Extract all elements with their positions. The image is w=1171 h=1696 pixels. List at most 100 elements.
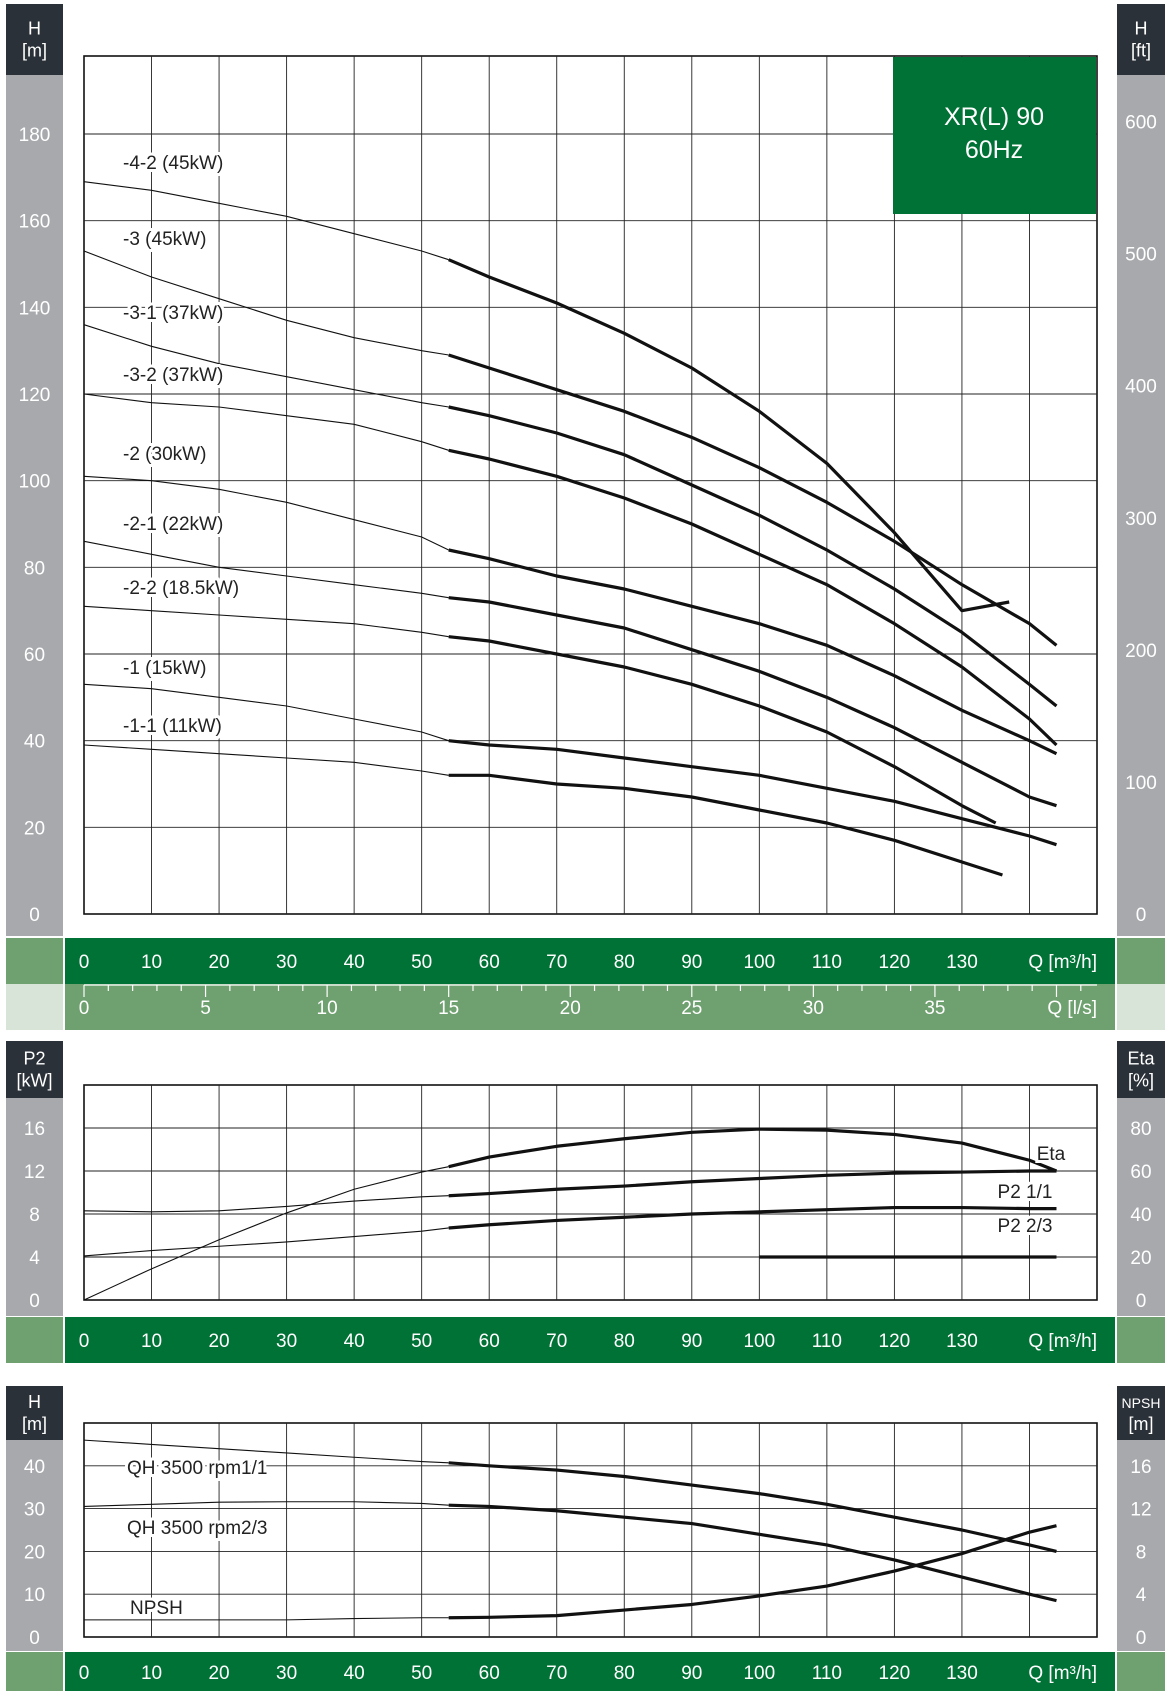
series-label: -4-2 (45kW)	[123, 153, 223, 174]
curve-npsh	[448, 1524, 1057, 1620]
y-right-tick-label: 60	[1130, 1162, 1151, 1183]
x-tick-label: 60	[479, 1663, 500, 1684]
x2-axis-label: Q [l/s]	[1047, 998, 1097, 1019]
x-axis-corner	[6, 1317, 63, 1363]
y-tick-label: 40	[24, 1457, 45, 1478]
series-label: QH 3500 rpm2/3	[127, 1518, 267, 1539]
series-label: P2 2/3	[998, 1216, 1053, 1237]
y-right-tick-label: 8	[1136, 1542, 1147, 1563]
left-axis-band	[6, 1437, 63, 1651]
series-label: P2 1/1	[998, 1182, 1053, 1203]
right-axis-band	[1117, 1096, 1165, 1316]
left-axis-unit: [m]	[22, 1414, 47, 1434]
series-label: QH 3500 rpm1/1	[127, 1458, 267, 1479]
power-plot-area	[83, 1084, 1098, 1301]
x-tick-label: 20	[208, 952, 229, 973]
right-axis-title: Eta	[1127, 1049, 1155, 1069]
series-label: -3 (45kW)	[123, 229, 206, 250]
x-tick-label: 10	[141, 1663, 162, 1684]
curve-2-2-18-5kw-thin	[83, 605, 449, 638]
x-tick-label: 40	[344, 1331, 365, 1352]
y-right-tick-label: 300	[1125, 509, 1157, 530]
curve-2-1-22kw	[448, 596, 1057, 808]
x-tick-label: 70	[546, 1663, 567, 1684]
x2-tick-label: 35	[924, 998, 945, 1019]
x-tick-label: 30	[276, 1331, 297, 1352]
x-tick-label: 70	[546, 1331, 567, 1352]
y-right-tick-label: 200	[1125, 641, 1157, 662]
y-tick-label: 8	[29, 1205, 40, 1226]
x-tick-label: 60	[479, 1331, 500, 1352]
y-right-tick-label: 600	[1125, 113, 1157, 134]
series-label: -2-1 (22kW)	[123, 514, 223, 535]
curve-3-45kw	[448, 353, 1058, 647]
left-axis-band	[6, 1096, 63, 1316]
curve-p2-2-3	[448, 1205, 1057, 1230]
x-tick-label: 0	[79, 1663, 90, 1684]
x-tick-label: 80	[614, 1663, 635, 1684]
x-tick-label: 10	[141, 952, 162, 973]
right-axis-header	[1117, 1386, 1165, 1440]
x-tick-label: 110	[812, 1331, 842, 1352]
curve-4-2-45kw-thin	[83, 181, 449, 261]
y-tick-label: 60	[24, 645, 45, 666]
chart-subtitle: 60Hz	[965, 136, 1023, 164]
x-tick-label: 40	[344, 952, 365, 973]
x-axis-label: Q [m³/h]	[1028, 952, 1097, 973]
curve-2-1-22kw-thin	[83, 540, 449, 599]
series-label: -2 (30kW)	[123, 444, 206, 465]
x-tick-label: 90	[681, 1331, 702, 1352]
y-tick-label: 12	[24, 1162, 45, 1183]
x-tick-label: 90	[681, 952, 702, 973]
x-tick-label: 0	[79, 952, 90, 973]
x-tick-label: 50	[411, 1663, 432, 1684]
y-tick-label: 80	[24, 558, 45, 579]
y-tick-label: 160	[19, 212, 51, 233]
x-tick-label: 130	[946, 1663, 978, 1684]
y-right-tick-label: 12	[1130, 1500, 1151, 1521]
series-label: -3-2 (37kW)	[123, 365, 223, 386]
right-axis-band	[1117, 1437, 1165, 1651]
title-box	[893, 57, 1096, 214]
right-axis-header	[1117, 1041, 1165, 1098]
x2-tick-label: 20	[560, 998, 581, 1019]
curve-eta	[448, 1127, 1058, 1173]
y-tick-label: 100	[19, 472, 51, 493]
x-tick-label: 80	[614, 1331, 635, 1352]
y-tick-label: 20	[24, 1542, 45, 1563]
curve-1-1-11kw-thin	[83, 744, 449, 776]
y-tick-label: 16	[24, 1119, 45, 1140]
y-tick-label: 10	[24, 1585, 45, 1606]
x-tick-label: 120	[879, 1331, 911, 1352]
right-axis-band	[1117, 70, 1165, 936]
x-axis-corner	[1117, 1317, 1165, 1363]
x2-tick-label: 5	[200, 998, 211, 1019]
y-right-tick-label: 500	[1125, 245, 1157, 266]
x-tick-label: 90	[681, 1663, 702, 1684]
left-axis-unit: [m]	[22, 41, 47, 61]
x-tick-label: 130	[946, 952, 978, 973]
x-axis-corner	[1117, 1652, 1165, 1692]
y-tick-label: 140	[19, 298, 51, 319]
left-axis-title: H	[28, 19, 41, 39]
right-axis-title: NPSH	[1122, 1395, 1161, 1411]
y-right-tick-label: 0	[1136, 905, 1147, 926]
y-tick-label: 4	[29, 1248, 40, 1269]
x-tick-label: 40	[344, 1663, 365, 1684]
x2-tick-label: 30	[803, 998, 824, 1019]
curve-4-2-45kw	[448, 258, 1010, 613]
curve-eta-thin	[83, 1166, 449, 1301]
x-tick-label: 20	[208, 1331, 229, 1352]
x2-axis-band	[65, 984, 1115, 1030]
curve-p2-1-1-thin	[83, 1195, 449, 1213]
curve-2-30kw	[448, 548, 1058, 756]
x-tick-label: 70	[546, 952, 567, 973]
y-right-tick-label: 80	[1130, 1119, 1151, 1140]
curve-qh-3500-rpm1-1-thin	[83, 1439, 449, 1464]
curve-3-1-37kw	[448, 405, 1058, 708]
curve-3-1-37kw-thin	[83, 324, 449, 408]
curve-npsh-thin	[84, 1617, 449, 1621]
y-tick-label: 40	[24, 732, 45, 753]
y-tick-label: 30	[24, 1500, 45, 1521]
x-axis-band	[65, 1317, 1115, 1363]
